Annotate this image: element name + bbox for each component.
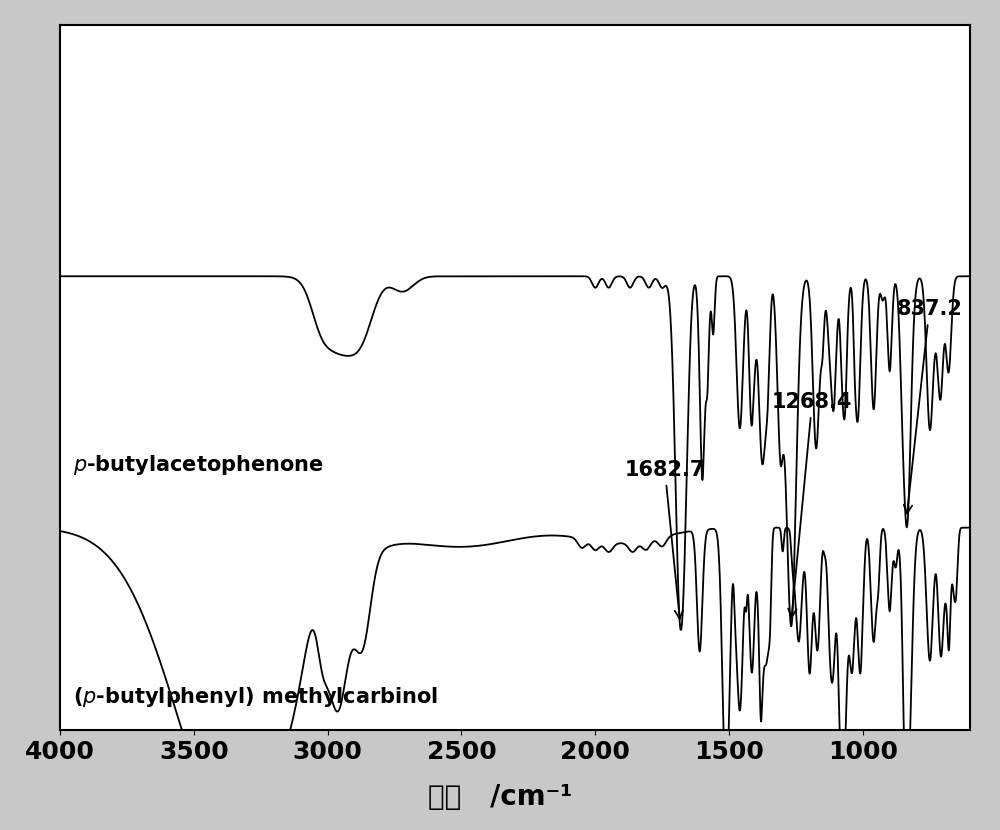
Text: 1513.7: 1513.7 <box>0 829 1 830</box>
Text: 波数   /cm⁻¹: 波数 /cm⁻¹ <box>428 783 572 811</box>
Text: 833.3: 833.3 <box>0 829 1 830</box>
Text: 837.2: 837.2 <box>896 300 962 514</box>
Text: 1268.4: 1268.4 <box>772 393 852 618</box>
Text: $\it{p}$-butylacetophenone: $\it{p}$-butylacetophenone <box>73 453 324 477</box>
Text: ($\it{p}$-butylphenyl) methylcarbinol: ($\it{p}$-butylphenyl) methylcarbinol <box>73 686 439 710</box>
Text: 1682.7: 1682.7 <box>625 460 705 618</box>
Text: 3340.3: 3340.3 <box>0 829 1 830</box>
Text: 1076.9: 1076.9 <box>0 829 1 830</box>
